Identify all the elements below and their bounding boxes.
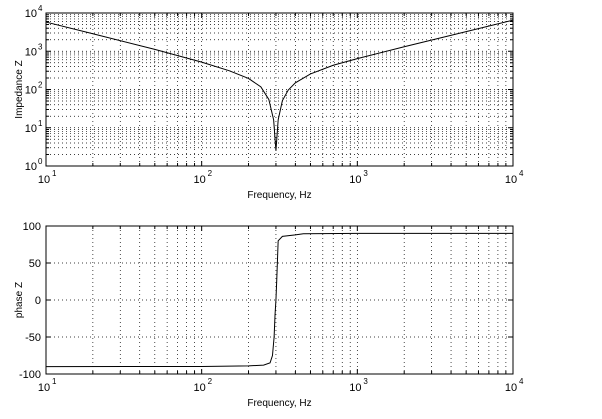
- x-tick-label: 10: [349, 174, 361, 186]
- y-tick-label: 10: [25, 8, 37, 20]
- y-tick-label: -50: [25, 332, 41, 344]
- x-tick-exponent: 2: [208, 169, 213, 178]
- y-tick-label: 100: [23, 221, 41, 233]
- phase-series-line: [45, 232, 513, 368]
- x-axis-label: Frequency, Hz: [247, 190, 311, 201]
- x-tick-label: 10: [38, 174, 50, 186]
- impedance-series-line: [45, 19, 514, 151]
- x-tick-label: 10: [505, 174, 517, 186]
- y-tick-exponent: 0: [38, 157, 43, 166]
- y-tick-label: 50: [29, 258, 41, 270]
- x-tick-exponent: 1: [52, 169, 57, 178]
- x-tick-exponent: 3: [363, 169, 368, 178]
- y-axis-label: phase Z: [14, 282, 25, 318]
- x-tick-exponent: 4: [519, 377, 524, 386]
- x-tick-label: 10: [194, 174, 206, 186]
- x-axis-label: Frequency, Hz: [247, 398, 311, 409]
- x-tick-exponent: 1: [52, 377, 57, 386]
- x-tick-label: 10: [505, 382, 517, 394]
- y-tick-exponent: 4: [38, 4, 43, 13]
- x-tick-exponent: 2: [208, 377, 213, 386]
- plot-frame: [45, 225, 514, 375]
- y-tick-label: -100: [19, 369, 41, 381]
- y-tick-exponent: 2: [38, 81, 43, 90]
- y-tick-label: 10: [25, 85, 37, 97]
- y-tick-exponent: 1: [38, 119, 43, 128]
- x-tick-label: 10: [349, 382, 361, 394]
- x-tick-exponent: 4: [519, 169, 524, 178]
- y-tick-label: 10: [25, 123, 37, 135]
- y-tick-exponent: 3: [38, 42, 43, 51]
- x-tick-label: 10: [194, 382, 206, 394]
- y-tick-label: 10: [25, 46, 37, 58]
- y-tick-label: 0: [35, 295, 41, 307]
- x-tick-label: 10: [38, 382, 50, 394]
- y-axis-label: Impedance Z: [14, 60, 25, 118]
- y-tick-label: 10: [25, 161, 37, 173]
- x-tick-exponent: 3: [363, 377, 368, 386]
- plot-frame: [45, 12, 514, 167]
